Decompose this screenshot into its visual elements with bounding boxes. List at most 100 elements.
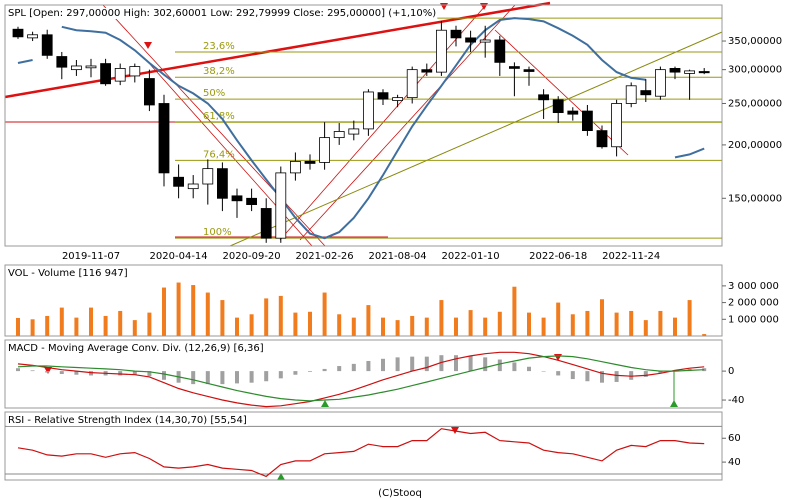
candle-body	[114, 68, 126, 82]
histogram-bar	[424, 356, 429, 372]
volume-bar	[132, 320, 137, 336]
candle-body	[684, 70, 695, 74]
y-tick-label: 350,00000	[728, 36, 782, 47]
candle-body	[465, 37, 477, 43]
candle-body	[27, 34, 39, 39]
histogram-bar	[264, 371, 269, 382]
fib-label: 38,2%	[203, 66, 235, 77]
indicator-line	[17, 428, 705, 478]
histogram-bar	[249, 371, 254, 383]
volume-bar	[424, 317, 429, 336]
histogram-bar	[322, 368, 327, 372]
histogram-bar	[45, 371, 50, 373]
histogram-bar	[162, 371, 166, 380]
candle-body	[640, 90, 652, 96]
panel-title: RSI - Relative Strength Index (14,30,70)…	[8, 415, 247, 426]
candle-body	[143, 78, 155, 106]
indicator-line	[17, 355, 705, 402]
panel-title-background	[7, 268, 129, 279]
x-tick-label: 2021-08-04	[369, 251, 427, 262]
candle-body	[56, 56, 68, 68]
histogram-bar	[89, 371, 93, 376]
volume-bar	[16, 317, 20, 336]
volume-bar	[147, 312, 152, 336]
candle-body	[187, 183, 199, 190]
candle-body	[508, 66, 520, 69]
candle-body	[392, 97, 404, 101]
volume-bar	[45, 315, 50, 336]
volume-bar	[673, 317, 677, 336]
signal-arrow	[44, 367, 52, 374]
volume-bar	[89, 307, 93, 336]
fib-label: 50%	[203, 88, 225, 99]
volume-bar	[118, 310, 123, 336]
histogram-bar	[308, 371, 312, 372]
y-tick-label: 2 000 000	[728, 298, 779, 309]
histogram-bar	[16, 368, 20, 372]
panel-frame	[4, 4, 723, 247]
candle-body	[421, 69, 433, 73]
histogram-bar	[570, 371, 575, 380]
volume-bar	[614, 312, 619, 336]
histogram-bar	[132, 371, 137, 375]
histogram-bar	[629, 371, 634, 380]
y-tick-label: 60	[728, 433, 741, 444]
y-tick-label: 40	[728, 457, 741, 468]
volume-bar	[176, 282, 181, 336]
volume-bar	[600, 299, 604, 336]
fib-label: 76,4%	[203, 149, 235, 160]
candle-body	[129, 66, 141, 77]
histogram-bar	[512, 362, 517, 372]
trend-line	[4, 1, 551, 99]
y-tick-label: 3 000 000	[728, 281, 779, 292]
y-tick-label: 0	[728, 366, 734, 377]
volume-bar	[395, 320, 400, 336]
candle-body	[260, 208, 272, 239]
signal-arrow	[670, 400, 678, 407]
volume-bar	[570, 314, 575, 336]
candle-body	[669, 68, 681, 73]
candle-body	[158, 103, 170, 174]
volume-bar	[264, 298, 269, 336]
histogram-bar	[191, 371, 196, 385]
histogram-bar	[541, 371, 546, 372]
volume-bar	[468, 310, 473, 336]
volume-bar	[278, 295, 283, 336]
indicator-line	[17, 351, 705, 408]
candle-body	[625, 85, 637, 104]
candle-body	[450, 29, 462, 39]
panel-title: MACD - Moving Average Conv. Div. (12,26,…	[8, 343, 264, 354]
y-tick-label: 200,00000	[728, 140, 782, 151]
x-tick-label: 2022-11-24	[602, 251, 660, 262]
x-tick-label: 2020-09-20	[223, 251, 281, 262]
volume-bar	[366, 305, 371, 336]
panel-title-background	[7, 8, 438, 19]
histogram-bar	[527, 366, 531, 372]
candle-body	[275, 172, 287, 239]
histogram-bar	[278, 371, 283, 379]
candle-body	[538, 94, 549, 101]
candle-body	[71, 65, 82, 71]
candle-body	[202, 168, 214, 185]
histogram-bar	[337, 366, 342, 372]
volume-bar	[381, 317, 385, 336]
y-tick-label: 250,00000	[728, 98, 782, 109]
candle-body	[435, 29, 447, 73]
histogram-bar	[205, 371, 210, 385]
histogram-bar	[147, 371, 152, 377]
histogram-bar	[468, 355, 473, 372]
histogram-bar	[454, 355, 458, 372]
volume-bar	[702, 334, 707, 336]
fib-label: 100%	[203, 227, 232, 238]
volume-bar	[439, 300, 444, 336]
histogram-bar	[497, 359, 502, 372]
histogram-bar	[483, 357, 488, 372]
volume-bar	[658, 310, 663, 336]
y-tick-label: -40	[728, 395, 744, 406]
candle-body	[596, 130, 608, 148]
histogram-bar	[658, 371, 663, 374]
volume-bar	[512, 286, 517, 336]
histogram-bar	[366, 360, 371, 372]
candle-body	[100, 63, 111, 85]
